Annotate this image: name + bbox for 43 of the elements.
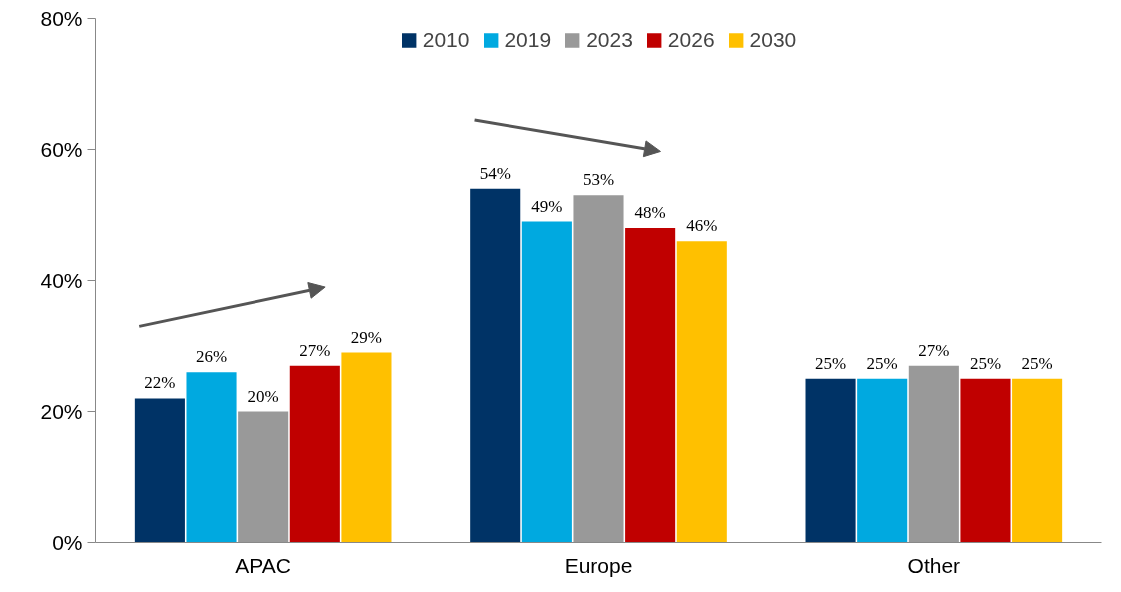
bar	[1012, 378, 1063, 543]
data-label: 54%	[479, 163, 511, 183]
y-tick-label: 0%	[52, 531, 83, 554]
bar	[186, 372, 237, 543]
data-label: 25%	[969, 353, 1002, 373]
bar	[676, 241, 727, 543]
data-label: 20%	[247, 386, 279, 406]
data-label: 25%	[866, 353, 898, 373]
bar	[341, 352, 392, 543]
x-tick-label: Other	[907, 553, 961, 577]
bar	[134, 398, 185, 543]
bar	[470, 188, 521, 543]
legend-label: 2019	[504, 28, 552, 52]
bar	[805, 378, 856, 543]
y-tick-label: 60%	[40, 138, 83, 161]
data-label: 27%	[918, 340, 950, 360]
x-tick-label: APAC	[235, 553, 291, 577]
data-label: 53%	[582, 170, 615, 190]
bar	[521, 221, 572, 543]
legend-label: 2030	[749, 28, 797, 52]
legend-label: 2010	[422, 28, 470, 52]
data-label: 25%	[814, 353, 847, 373]
legend-label: 2023	[586, 28, 633, 52]
data-label: 27%	[299, 340, 331, 360]
data-label: 48%	[634, 203, 666, 223]
data-label: 25%	[1021, 353, 1053, 373]
data-label: 22%	[144, 373, 176, 393]
bar	[960, 378, 1011, 543]
data-label: 49%	[531, 196, 563, 216]
bar	[573, 195, 624, 543]
bar	[625, 228, 676, 543]
bar	[857, 378, 908, 543]
x-tick-label: Europe	[564, 553, 633, 577]
bar	[238, 411, 289, 543]
data-label: 46%	[686, 216, 718, 236]
data-label: 29%	[350, 327, 383, 347]
data-label: 26%	[195, 347, 228, 367]
bar	[908, 365, 959, 543]
y-tick-label: 20%	[40, 400, 83, 423]
bar	[289, 365, 340, 543]
legend-label: 2026	[667, 28, 715, 52]
y-tick-label: 80%	[40, 7, 83, 30]
y-tick-label: 40%	[40, 269, 83, 292]
